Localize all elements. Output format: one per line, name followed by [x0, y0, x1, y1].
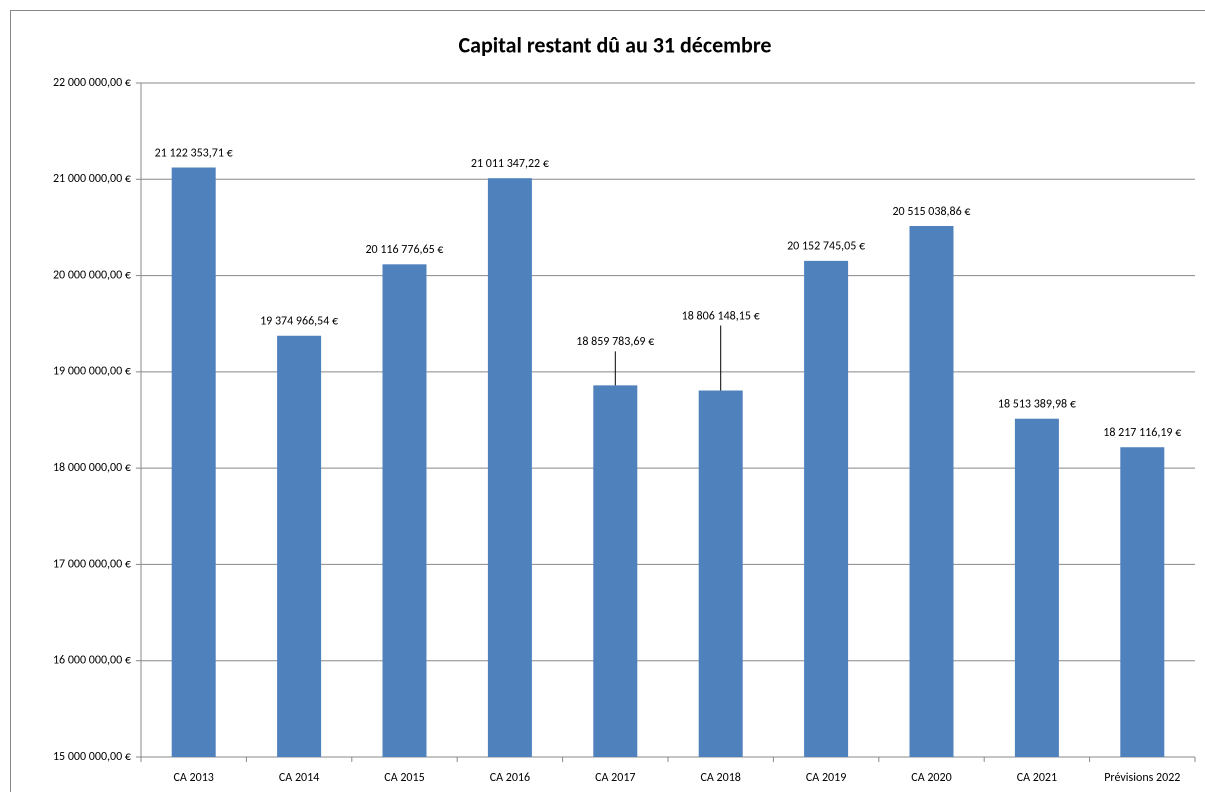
- bar: [487, 178, 532, 758]
- x-tick-label: CA 2013: [174, 771, 214, 785]
- y-tick-label: 22 000 000,00 €: [53, 76, 131, 90]
- x-tick-label: CA 2021: [1017, 771, 1057, 785]
- data-label: 19 374 966,54 €: [260, 315, 338, 329]
- chart-title: Capital restant dû au 31 décembre: [458, 31, 771, 58]
- x-tick-label: CA 2014: [279, 771, 319, 785]
- x-tick-label: CA 2019: [806, 771, 846, 785]
- data-label: 18 513 389,98 €: [998, 398, 1076, 412]
- y-tick-label: 17 000 000,00 €: [53, 557, 131, 571]
- bar: [1120, 447, 1165, 757]
- bar: [909, 225, 954, 758]
- y-tick-label: 19 000 000,00 €: [53, 365, 131, 379]
- chart-frame: [10, 10, 1205, 792]
- x-tick-label: CA 2018: [701, 771, 741, 785]
- bar: [804, 260, 849, 757]
- data-label: 18 217 116,19 €: [1103, 426, 1181, 440]
- x-tick-label: CA 2020: [911, 771, 951, 785]
- data-label: 18 859 783,69 €: [576, 335, 654, 349]
- data-label: 20 116 776,65 €: [365, 243, 443, 257]
- x-tick-label: CA 2016: [490, 771, 530, 785]
- bar: [382, 264, 427, 757]
- bar: [171, 167, 216, 757]
- y-tick-label: 21 000 000,00 €: [53, 172, 131, 186]
- data-label: 21 011 347,22 €: [471, 157, 549, 171]
- bar: [1014, 418, 1059, 757]
- y-tick-label: 15 000 000,00 €: [53, 750, 131, 764]
- y-tick-label: 18 000 000,00 €: [53, 461, 131, 475]
- data-label: 18 806 148,15 €: [682, 309, 760, 323]
- bar: [277, 335, 322, 757]
- data-label: 20 152 745,05 €: [787, 240, 865, 254]
- x-tick-label: CA 2017: [595, 771, 635, 785]
- data-label: 21 122 353,71 €: [155, 146, 233, 160]
- y-tick-label: 20 000 000,00 €: [53, 268, 131, 282]
- x-tick-label: Prévisions 2022: [1104, 771, 1180, 785]
- x-tick-label: CA 2015: [384, 771, 424, 785]
- bar: [593, 385, 638, 757]
- y-tick-label: 16 000 000,00 €: [53, 654, 131, 668]
- bar: [698, 390, 743, 757]
- data-label: 20 515 038,86 €: [892, 205, 970, 219]
